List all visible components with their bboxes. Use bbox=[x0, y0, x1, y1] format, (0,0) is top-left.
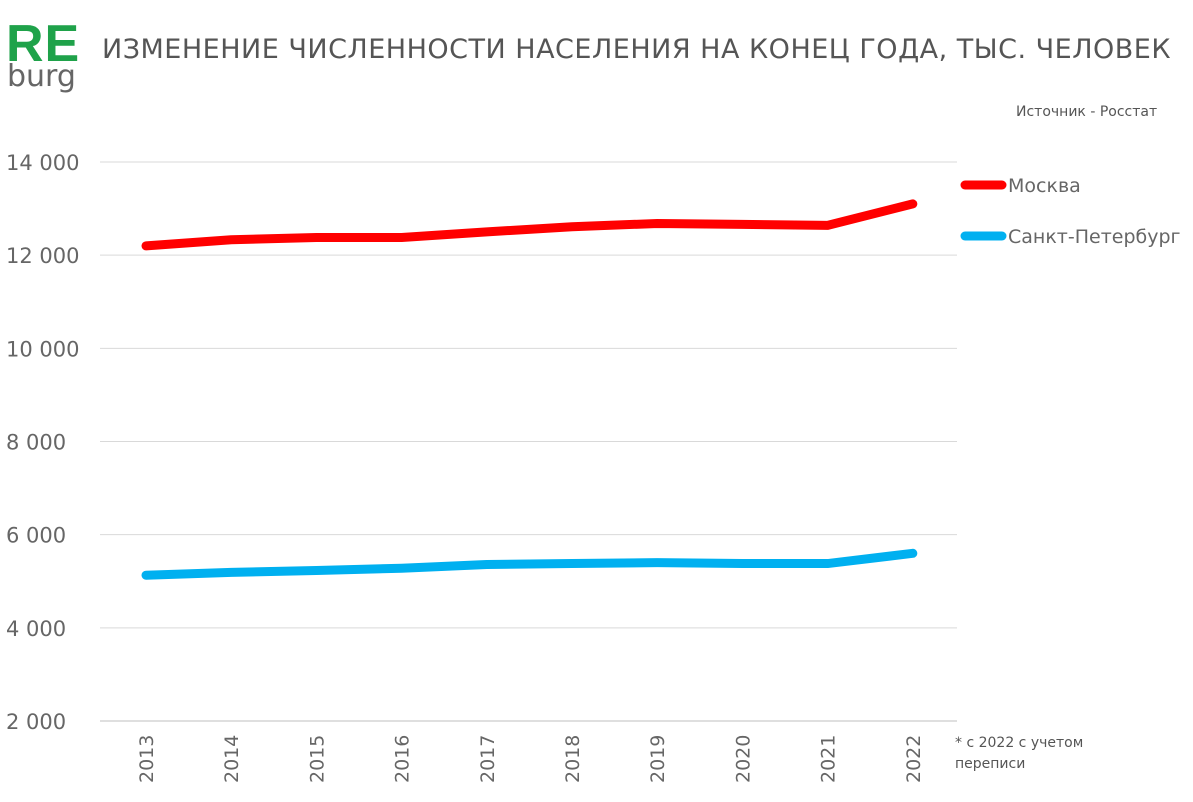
legend-label: Москва bbox=[1008, 175, 1081, 197]
x-tick-label: 2020 bbox=[732, 735, 754, 783]
series-line-moscow bbox=[141, 199, 918, 251]
y-tick-label: 2 000 bbox=[6, 710, 66, 734]
x-tick-label: 2018 bbox=[562, 735, 584, 783]
y-tick-label: 12 000 bbox=[6, 244, 79, 268]
logo-re: RE bbox=[6, 15, 81, 73]
y-tick-label: 10 000 bbox=[6, 337, 79, 361]
x-tick-label: 2017 bbox=[477, 735, 499, 783]
legend-label: Санкт-Петербург bbox=[1008, 226, 1181, 248]
y-tick-label: 14 000 bbox=[6, 151, 79, 175]
chart-title: ИЗМЕНЕНИЕ ЧИСЛЕННОСТИ НАСЕЛЕНИЯ НА КОНЕЦ… bbox=[102, 34, 1171, 65]
logo: RE burg bbox=[6, 18, 80, 92]
series-line-spb bbox=[141, 548, 918, 580]
x-tick-label: 2019 bbox=[647, 735, 669, 783]
x-tick-label: 2022 bbox=[903, 735, 925, 783]
y-tick-label: 4 000 bbox=[6, 617, 66, 641]
x-tick-label: 2016 bbox=[392, 735, 414, 783]
x-tick-label: 2014 bbox=[221, 735, 243, 783]
y-tick-label: 6 000 bbox=[6, 524, 66, 548]
x-tick-label: 2015 bbox=[306, 735, 328, 783]
source-note: Источник - Росстат bbox=[1016, 104, 1158, 120]
y-tick-label: 8 000 bbox=[6, 431, 66, 455]
footnote: * с 2022 с учетом переписи bbox=[955, 735, 1084, 772]
logo-burg: burg bbox=[7, 59, 76, 94]
x-tick-label: 2021 bbox=[818, 735, 840, 783]
x-tick-label: 2013 bbox=[136, 735, 158, 783]
